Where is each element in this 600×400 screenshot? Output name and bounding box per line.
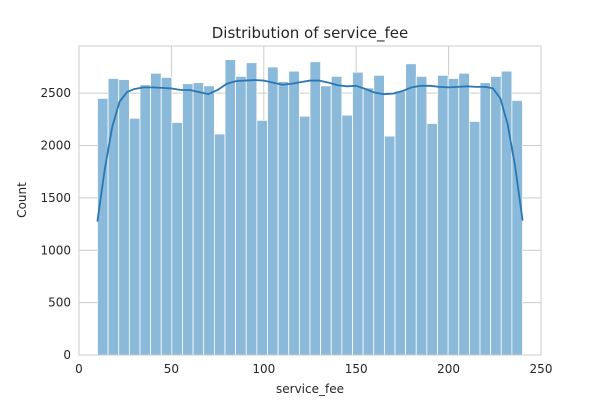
histogram-bar — [160, 77, 173, 356]
histogram-bar — [341, 114, 353, 356]
kde-curve-group — [96, 79, 524, 222]
x-tick-label: 100 — [252, 362, 275, 376]
histogram-bar — [298, 115, 311, 356]
histogram-bar — [447, 78, 460, 356]
histogram-bar — [139, 84, 152, 356]
histogram-bar — [373, 74, 385, 356]
x-tick-label: 200 — [437, 362, 460, 376]
histogram-bar — [118, 79, 130, 356]
histogram-bar — [309, 61, 322, 356]
histogram-bar — [192, 82, 205, 356]
histogram-bar — [171, 122, 183, 356]
y-tick-label: 1500 — [40, 191, 71, 205]
histogram-bar — [267, 66, 279, 356]
y-tick-label: 0 — [63, 348, 71, 362]
histogram-bar — [245, 62, 258, 356]
histogram-bar — [235, 75, 247, 356]
histogram-bar — [479, 82, 492, 356]
histogram-bar — [277, 81, 290, 356]
histogram-bar — [383, 135, 396, 356]
x-tick-label: 0 — [75, 362, 83, 376]
histogram-bar — [320, 85, 332, 356]
histogram-bar — [394, 90, 407, 356]
histogram-bar — [437, 74, 449, 356]
histogram-bar — [203, 85, 215, 356]
x-tick-label: 250 — [530, 362, 553, 376]
histogram-bar — [426, 123, 438, 356]
histogram-bar — [405, 63, 417, 356]
x-axis-label: service_fee — [276, 382, 344, 396]
histogram-bar — [224, 59, 237, 356]
histogram-bar — [415, 75, 428, 356]
histogram-bar — [256, 119, 268, 356]
histogram-bar — [352, 71, 364, 356]
kde-curve — [96, 79, 524, 222]
plot-frame — [78, 45, 542, 356]
histogram-bar — [213, 133, 226, 356]
histogram-bar — [128, 117, 141, 356]
x-tick-label: 150 — [345, 362, 368, 376]
y-tick-label: 500 — [48, 296, 71, 310]
y-tick-label: 1000 — [40, 243, 71, 257]
chart-title: Distribution of service_fee — [212, 24, 408, 43]
histogram-bar — [490, 75, 502, 356]
histogram-bar — [97, 97, 109, 356]
y-tick-label: 2500 — [40, 86, 71, 100]
histogram-bar — [458, 72, 470, 356]
histogram-bar — [511, 100, 523, 356]
y-axis-label: Count — [15, 182, 29, 218]
histogram-bar — [500, 70, 513, 356]
y-tick-label: 2000 — [40, 139, 71, 153]
histogram-bars — [97, 59, 523, 356]
histogram-bar — [468, 121, 481, 356]
x-tick-label: 50 — [164, 362, 179, 376]
histogram-bar — [150, 72, 162, 356]
histogram-bar — [182, 83, 194, 356]
histogram-bar — [330, 75, 343, 356]
histogram-bar — [288, 70, 300, 356]
histogram-bar — [362, 87, 375, 356]
